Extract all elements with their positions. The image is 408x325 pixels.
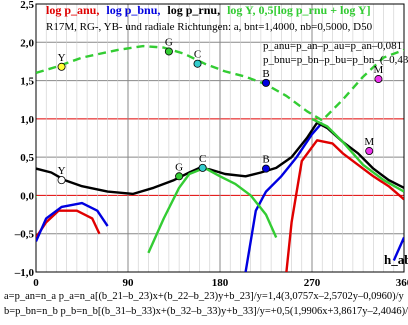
marker-point xyxy=(193,59,202,68)
series-log-p-bnu xyxy=(36,121,404,272)
y-tick-label: 0,0 xyxy=(20,190,34,202)
marker-label: M xyxy=(374,64,384,76)
legend-y: log Y, 0,5[log p_rnu + log Y] xyxy=(227,3,371,17)
annotation-b: p_bnu=p_bn–p_bu=p_bn–(–0,437) xyxy=(263,54,408,66)
marker-point xyxy=(261,164,270,173)
marker-point xyxy=(57,176,66,185)
x-axis-label: h_ab xyxy=(384,252,408,267)
series-line xyxy=(36,44,404,122)
marker-label: G xyxy=(165,36,173,48)
legend-rnu: log p_rnu, xyxy=(167,3,224,17)
x-tick-label: 270 xyxy=(304,277,321,289)
marker-point xyxy=(261,78,270,87)
marker-point xyxy=(57,62,66,71)
y-tick-label: 1,5 xyxy=(20,76,34,88)
series-line xyxy=(147,166,278,254)
series-line xyxy=(311,117,404,193)
series-line xyxy=(285,139,404,272)
markers: Y G C B M Y G C B M xyxy=(57,36,384,185)
y-tick-label: –1,0 xyxy=(14,267,35,279)
axes: –1,0 –0,5 0,0 0,5 1,0 1,5 2,0 2,5 0 90 180 270 360 xyxy=(14,0,408,289)
subtitle: R17M, RG-, YB- und radiale Richtungen: a… xyxy=(46,21,373,33)
series-0-5-log-p-rnu-log-y- xyxy=(36,44,404,122)
y-tick-label: 1,0 xyxy=(20,114,34,126)
marker-label: C xyxy=(194,49,201,61)
x-tick-label: 180 xyxy=(212,277,229,289)
annotation-a: p_anu=p_an–p_au=p_an–0,081 xyxy=(263,40,403,52)
legend-bnu: log p_bnu, xyxy=(106,3,164,17)
y-tick-label: –0,5 xyxy=(14,229,35,241)
legend-anu: log p_anu, xyxy=(46,3,103,17)
series-line xyxy=(392,237,404,261)
series-line xyxy=(244,121,324,272)
formula-b: b=p_bn=n_b p_b=n_b[(b_31–b_33)x+(b_32–b_… xyxy=(4,306,408,317)
y-tick-label: 2,0 xyxy=(20,37,34,49)
marker-point xyxy=(198,163,207,172)
marker-label: Y xyxy=(58,52,66,64)
x-tick-label: 90 xyxy=(123,277,135,289)
series-line xyxy=(36,201,109,242)
marker-point xyxy=(164,47,173,56)
plot-frame xyxy=(35,3,405,273)
marker-label: B xyxy=(262,154,269,166)
marker-point xyxy=(175,172,184,181)
marker-point xyxy=(374,75,383,84)
marker-label: C xyxy=(199,153,206,165)
marker-label: B xyxy=(262,68,269,80)
marker-label: M xyxy=(364,136,374,148)
formula-a: a=p_an=n_a p_a=n_a[(b_21–b_23)x+(b_22–b_… xyxy=(4,291,404,302)
series-lines xyxy=(36,44,404,272)
marker-point xyxy=(365,147,374,156)
x-tick-label: 360 xyxy=(396,277,408,289)
marker-label: G xyxy=(175,161,183,173)
legend: log p_anu, log p_bnu, log p_rnu, log Y, … xyxy=(46,3,375,18)
y-tick-label: 0,5 xyxy=(20,152,34,164)
y-tick-label: 2,5 xyxy=(20,0,34,11)
marker-label: Y xyxy=(58,165,66,177)
x-tick-label: 0 xyxy=(33,277,39,289)
series-log-y xyxy=(36,117,404,254)
